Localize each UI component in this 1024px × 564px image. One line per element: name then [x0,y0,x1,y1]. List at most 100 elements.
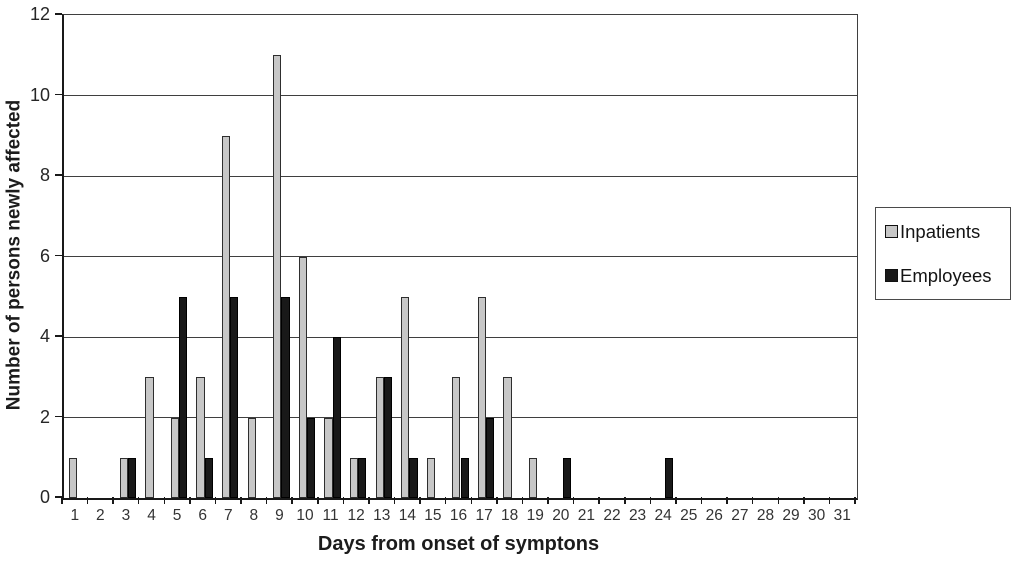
bar-inpatients-day-14 [401,296,410,498]
x-tick-label: 3 [121,507,131,524]
gridline-y-6 [64,256,857,258]
x-axis-tick [393,497,396,504]
bar-inpatients-day-12 [349,457,359,498]
x-tick-label: 28 [756,507,775,524]
x-tick-label: 7 [223,507,233,524]
x-axis-tick [291,497,293,504]
bar-inpatients-day-16 [452,377,461,498]
x-axis-tick [419,497,421,504]
bar-inpatients-day-17 [477,296,487,498]
bar-employees-day-5 [179,296,188,498]
x-tick-label: 24 [654,507,672,524]
bar-employees-day-11 [332,337,341,498]
bar-employees-day-6 [204,457,213,498]
gridline-y-2 [64,417,857,419]
x-tick-label: 26 [705,507,723,524]
x-axis-tick [598,497,600,504]
legend: Inpatients Employees [875,207,1011,300]
bar-employees-day-7 [230,296,239,498]
x-tick-label: 27 [731,507,749,524]
y-axis-tick [55,335,62,337]
x-axis-tick [496,497,498,504]
bar-inpatients-day-7 [222,135,231,498]
x-tick-label: 16 [449,507,468,524]
bar-employees-day-10 [307,417,316,498]
y-tick-label: 6 [39,245,50,266]
bar-employees-day-3 [127,457,137,498]
gridline-y-8 [64,175,857,177]
x-axis-tick [777,497,779,504]
bar-employees-day-16 [460,457,469,498]
bar-inpatients-day-3 [119,457,128,498]
bar-inpatients-day-11 [324,417,333,498]
x-axis-tick [61,497,63,504]
bar-employees-day-13 [383,377,392,498]
bar-employees-day-14 [409,457,418,498]
x-tick-label: 20 [552,507,570,524]
bar-inpatients-day-1 [68,457,77,498]
x-axis-tick [214,497,217,504]
legend-label-employees: Employees [900,264,992,286]
gridline-y-4 [64,336,857,338]
y-tick-label: 8 [39,165,50,185]
x-axis-tick [572,497,575,504]
plot-area [62,14,858,500]
x-tick-label: 22 [603,507,621,524]
x-tick-label: 5 [172,507,182,524]
x-tick-label: 19 [526,507,544,524]
bar-inpatients-day-10 [298,256,307,498]
x-tick-label: 2 [96,507,105,524]
x-tick-label: 9 [275,507,284,524]
y-tick-label: 4 [39,326,50,346]
x-axis-tick [547,497,549,504]
x-axis-tick [521,497,524,504]
x-tick-label: 12 [347,507,365,524]
x-tick-label: 17 [475,507,493,524]
x-tick-label: 11 [322,507,339,524]
y-tick-label: 12 [29,4,50,24]
bar-inpatients-day-9 [273,55,282,498]
y-axis-tick [55,254,62,257]
x-axis-tick [470,497,473,504]
y-tick-label: 10 [29,84,50,105]
x-tick-label: 31 [833,507,851,524]
x-axis-tick [751,497,754,504]
y-axis-tick [55,496,62,498]
x-axis-tick [803,497,805,504]
x-axis-tick [240,497,242,504]
x-axis-tick [137,497,140,504]
y-axis-tick [55,415,62,418]
inpatients-swatch-icon [885,225,898,238]
bar-inpatients-day-5 [170,417,180,498]
x-tick-label: 10 [296,507,314,524]
x-axis-tick [675,497,677,504]
y-tick-label: 0 [39,487,50,507]
bar-inpatients-day-18 [503,377,512,498]
bar-inpatients-day-19 [529,457,538,498]
x-tick-label: 8 [249,507,259,524]
x-axis-tick [112,497,114,504]
x-axis-tick [342,497,345,504]
bar-employees-day-24 [665,457,674,498]
x-tick-label: 23 [628,507,647,524]
gridline-y-10 [64,95,857,97]
y-axis-tick [55,174,62,176]
x-axis-tick [163,497,166,504]
bar-inpatients-day-8 [247,417,256,498]
bar-employees-day-17 [486,417,495,498]
x-axis-tick [444,497,447,504]
bar-employees-day-20 [562,457,571,498]
x-tick-label: 1 [70,507,80,524]
x-tick-label: 25 [680,507,698,524]
x-axis-tick [854,497,856,504]
bar-employees-day-9 [281,296,290,498]
x-axis-tick [265,497,268,504]
bar-inpatients-day-13 [375,377,384,498]
bar-inpatients-day-4 [145,377,154,498]
bar-inpatients-day-6 [196,377,205,498]
x-axis-tick [726,497,728,504]
employees-swatch-icon [885,269,898,282]
x-tick-label: 30 [808,507,826,524]
x-axis-title: Days from onset of symptons [317,533,600,555]
